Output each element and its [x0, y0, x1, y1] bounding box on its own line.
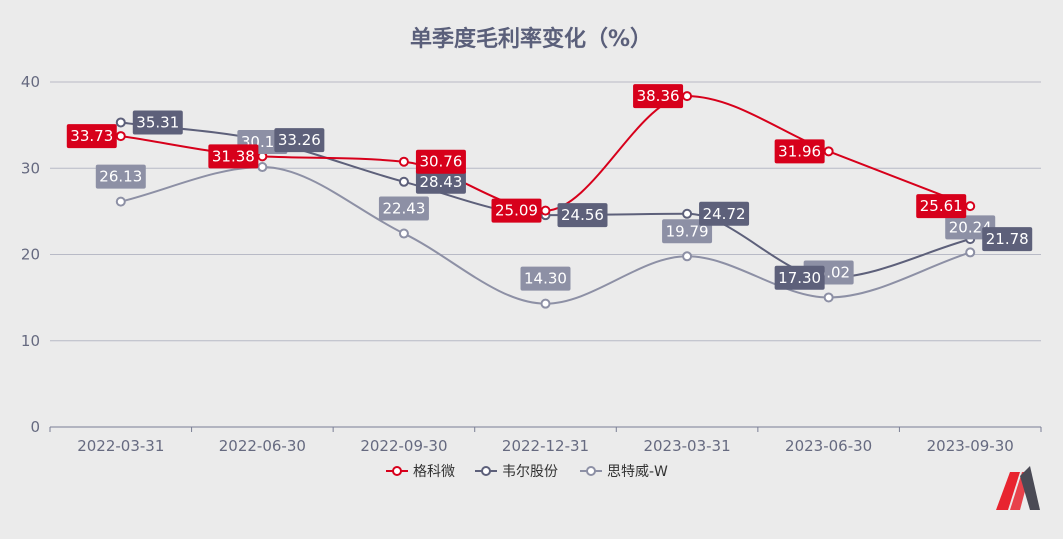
data-label: 26.13	[99, 168, 142, 186]
data-label: 35.31	[136, 113, 179, 131]
data-label-bg	[774, 139, 825, 164]
data-point	[115, 196, 126, 207]
x-tick-label: 2022-09-30	[360, 437, 447, 455]
data-label: 30.76	[419, 153, 462, 171]
legend-marker	[586, 466, 596, 476]
data-point	[682, 251, 693, 262]
data-point	[965, 247, 976, 258]
data-label: 22.43	[382, 200, 425, 218]
data-label-bg	[274, 128, 325, 153]
data-label-bg	[699, 201, 750, 226]
legend-label: 韦尔股份	[502, 464, 558, 480]
data-label-bg	[774, 265, 825, 290]
data-label-bg	[557, 203, 608, 228]
data-label: 24.72	[703, 205, 746, 223]
legend-label: 格科微	[413, 464, 455, 480]
data-label-bg	[415, 169, 466, 194]
data-label: 33.26	[278, 131, 321, 149]
data-point	[115, 131, 126, 142]
data-label-bg	[491, 198, 542, 223]
data-point	[115, 117, 126, 128]
data-label-bg	[520, 266, 571, 291]
legend-label: 思特威-W	[607, 464, 668, 480]
data-point	[682, 208, 693, 219]
data-point	[540, 205, 551, 216]
x-tick-label: 2022-06-30	[219, 437, 306, 455]
data-label-bg	[208, 144, 259, 169]
data-label: 25.09	[495, 202, 538, 220]
legend-marker	[392, 466, 402, 476]
data-label: 31.96	[778, 142, 821, 160]
y-tick-label: 10	[21, 332, 40, 350]
data-point	[823, 292, 834, 303]
legend-marker	[481, 466, 491, 476]
x-tick-label: 2022-03-31	[77, 437, 164, 455]
data-label: 38.36	[637, 87, 680, 105]
data-label-bg	[66, 124, 117, 149]
data-label: 24.56	[561, 206, 604, 224]
data-label: 33.73	[70, 127, 113, 145]
brand-m-logo-icon	[996, 466, 1040, 510]
x-tick-label: 2023-03-31	[643, 437, 730, 455]
axis-layer: 0 10 20 30 40 2022-03-31 2022-06-30 2022-09-30 2…	[21, 73, 1042, 455]
data-label: 19.79	[666, 222, 709, 240]
data-label-bg	[378, 196, 429, 221]
data-label: 25.61	[920, 197, 963, 215]
y-tick-label: 40	[21, 73, 40, 91]
data-point	[823, 146, 834, 157]
x-tick-label: 2023-06-30	[785, 437, 872, 455]
data-label-bg	[132, 110, 183, 135]
data-label-bg	[916, 194, 967, 219]
data-point	[965, 201, 976, 212]
data-label-bg	[633, 84, 684, 109]
data-label: 21.78	[986, 230, 1029, 248]
y-tick-label: 30	[21, 159, 40, 177]
y-tick-label: 0	[30, 418, 40, 436]
chart-title: 单季度毛利率变化（%）	[410, 26, 652, 52]
data-point	[682, 91, 693, 102]
data-label: 14.30	[524, 270, 567, 288]
data-label: 31.38	[212, 147, 255, 165]
data-point	[257, 162, 268, 173]
x-tick-label: 2022-12-31	[502, 437, 589, 455]
data-label: 20.24	[949, 218, 992, 236]
data-point	[398, 176, 409, 187]
data-point	[398, 156, 409, 167]
data-label: 17.30	[778, 269, 821, 287]
data-label-bg	[415, 149, 466, 174]
data-label-bg	[95, 164, 146, 189]
legend: 格科微 韦尔股份 思特威-W	[386, 464, 668, 480]
x-tick-label: 2023-09-30	[927, 437, 1014, 455]
y-tick-label: 20	[21, 246, 40, 264]
data-point	[398, 228, 409, 239]
data-label-bg	[662, 219, 713, 244]
data-point	[540, 298, 551, 309]
data-label-layer: 26.1330.1422.4314.3019.7915.0220.2435.31…	[66, 84, 1033, 291]
data-label-bg	[982, 227, 1033, 252]
data-label: 28.43	[419, 173, 462, 191]
